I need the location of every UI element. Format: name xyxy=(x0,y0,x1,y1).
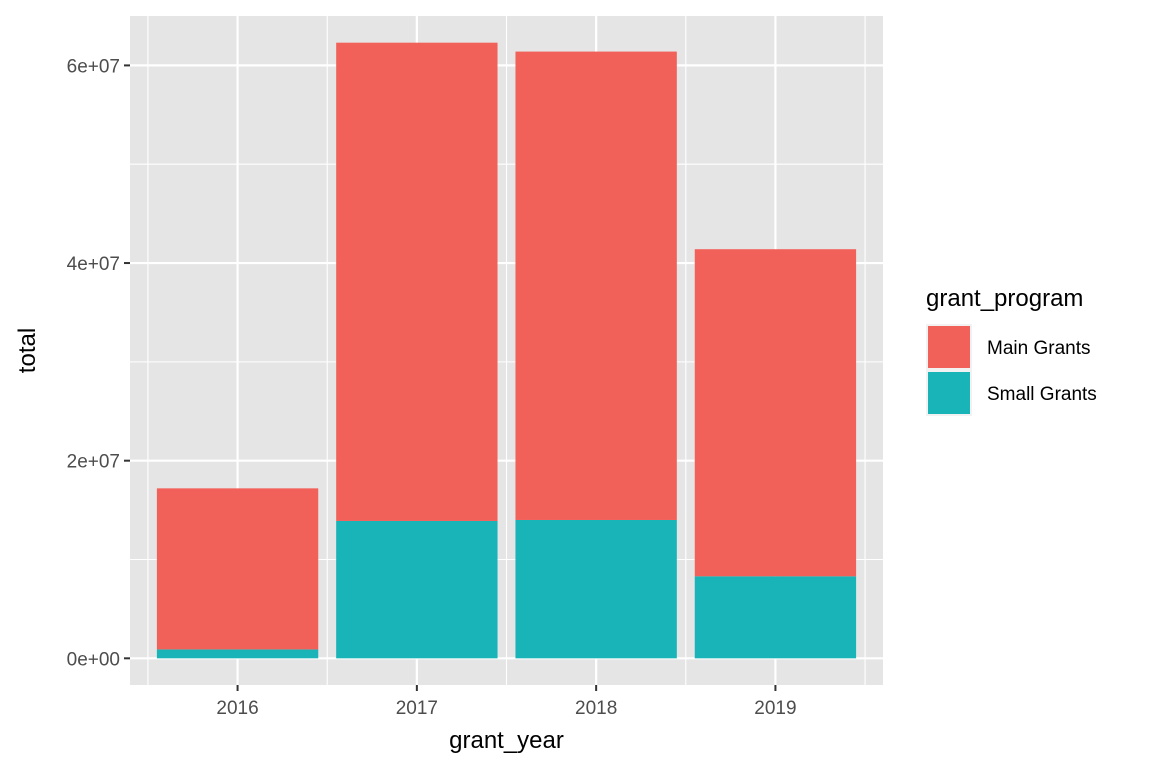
bar-small-grants-2018 xyxy=(515,519,677,659)
y-tick-label: 2e+07 xyxy=(67,452,120,473)
x-tick-label: 2018 xyxy=(575,698,617,719)
y-axis-title: total xyxy=(14,328,41,373)
x-axis-ticks: 2016 2017 2018 2019 xyxy=(216,685,797,719)
legend-title: grant_program xyxy=(926,285,1083,312)
y-axis-ticks: 0e+00 2e+07 4e+07 6e+07 xyxy=(67,56,130,670)
bar-small-grants-2016 xyxy=(156,649,319,659)
y-tick-label: 0e+00 xyxy=(67,649,120,670)
bar-main-grants-2016 xyxy=(156,488,319,650)
legend-swatch xyxy=(928,372,970,414)
y-tick-label: 4e+07 xyxy=(67,254,120,275)
bar-main-grants-2019 xyxy=(694,249,857,577)
legend-swatch xyxy=(928,326,970,368)
x-tick-label: 2017 xyxy=(396,698,438,719)
legend-label: Main Grants xyxy=(987,338,1090,359)
bar-main-grants-2017 xyxy=(336,42,498,521)
bars xyxy=(156,42,857,659)
bar-small-grants-2019 xyxy=(694,576,857,659)
x-tick-label: 2016 xyxy=(216,698,258,719)
x-tick-label: 2019 xyxy=(754,698,796,719)
legend-label: Small Grants xyxy=(987,384,1097,405)
x-axis-title: grant_year xyxy=(449,727,564,754)
bar-main-grants-2018 xyxy=(515,51,677,520)
y-tick-label: 6e+07 xyxy=(67,56,120,77)
legend: grant_program Main Grants Small Grants xyxy=(926,285,1097,416)
bar-small-grants-2017 xyxy=(336,520,498,659)
